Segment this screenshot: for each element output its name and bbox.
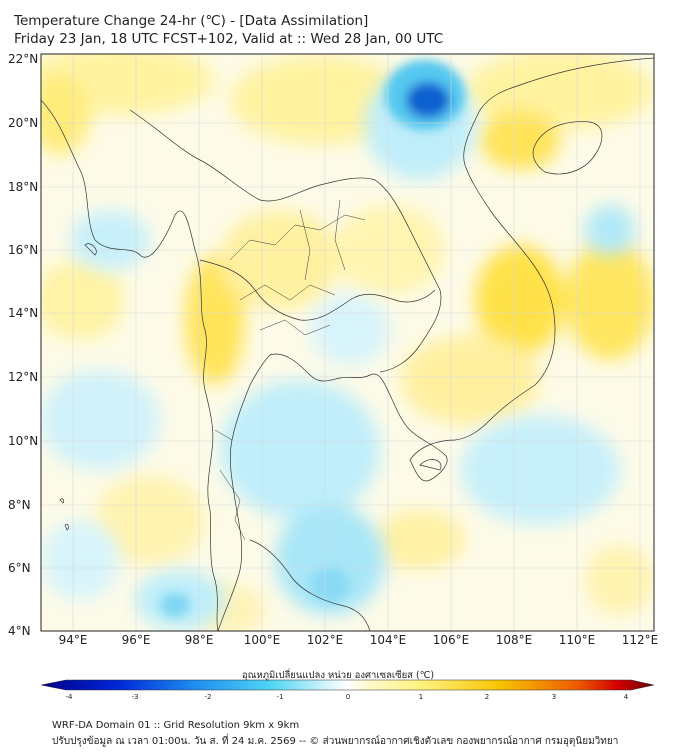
coastline-west [41, 99, 219, 631]
small-islands [59, 243, 442, 531]
colorbar-tick: -2 [204, 693, 212, 701]
colorbar-tick: 4 [623, 693, 629, 701]
borders-north [129, 109, 442, 373]
colorbar-title: อุณหภูมิเปลี่ยนแปลง หน่วย องศาเซลเซียส (… [241, 670, 435, 681]
footer-credit: ปรับปรุงข้อมูล ณ เวลา 01:00น. วัน ส. ที่… [52, 736, 619, 747]
province-borders [229, 199, 366, 336]
colorbar-gradient [40, 679, 655, 691]
coastline-gulf [217, 353, 448, 631]
lon-label: 112°E [621, 633, 659, 647]
chart-title: Temperature Change 24-hr (℃) - [Data Ass… [14, 13, 369, 29]
colorbar-tick: 3 [551, 693, 557, 701]
colorbar-tick: -1 [276, 693, 284, 701]
lon-label: 98°E [184, 633, 214, 647]
borders-south [214, 429, 246, 541]
hainan-island [532, 121, 603, 175]
lon-label: 100°E [243, 633, 281, 647]
lat-label: 12°N [8, 370, 39, 384]
gridlines [41, 54, 654, 631]
lon-label: 110°E [558, 633, 596, 647]
lat-label: 6°N [8, 561, 31, 575]
lon-label: 104°E [369, 633, 407, 647]
colorbar-tick: 1 [418, 693, 424, 701]
lat-label: 18°N [8, 180, 39, 194]
temperature-field [41, 54, 654, 631]
chart-subtitle: Friday 23 Jan, 18 UTC FCST+102, Valid at… [14, 31, 444, 47]
borders-central [199, 259, 436, 321]
lat-label: 8°N [8, 498, 31, 512]
lon-label: 94°E [58, 633, 88, 647]
coastline-malay-east [249, 539, 371, 631]
lon-label: 106°E [432, 633, 470, 647]
colorbar-tick: 2 [484, 693, 490, 701]
colorbar-tick: 0 [345, 693, 351, 701]
lat-label: 16°N [8, 243, 39, 257]
lon-label: 102°E [306, 633, 344, 647]
coastline-east [409, 57, 654, 461]
strong-cold-anomaly [160, 60, 465, 617]
coastlines-and-borders [41, 57, 654, 631]
lat-label: 20°N [8, 116, 39, 130]
lon-label: 96°E [121, 633, 151, 647]
colorbar-tick: -3 [131, 693, 139, 701]
lon-label: 108°E [495, 633, 533, 647]
footer-model-info: WRF-DA Domain 01 :: Grid Resolution 9km … [52, 720, 300, 731]
colorbar [40, 679, 655, 691]
colorbar-tick: -4 [65, 693, 73, 701]
map-frame [40, 53, 655, 632]
lat-label: 22°N [8, 52, 39, 66]
lat-label: 10°N [8, 434, 39, 448]
lat-label: 4°N [8, 624, 31, 638]
lat-label: 14°N [8, 306, 39, 320]
